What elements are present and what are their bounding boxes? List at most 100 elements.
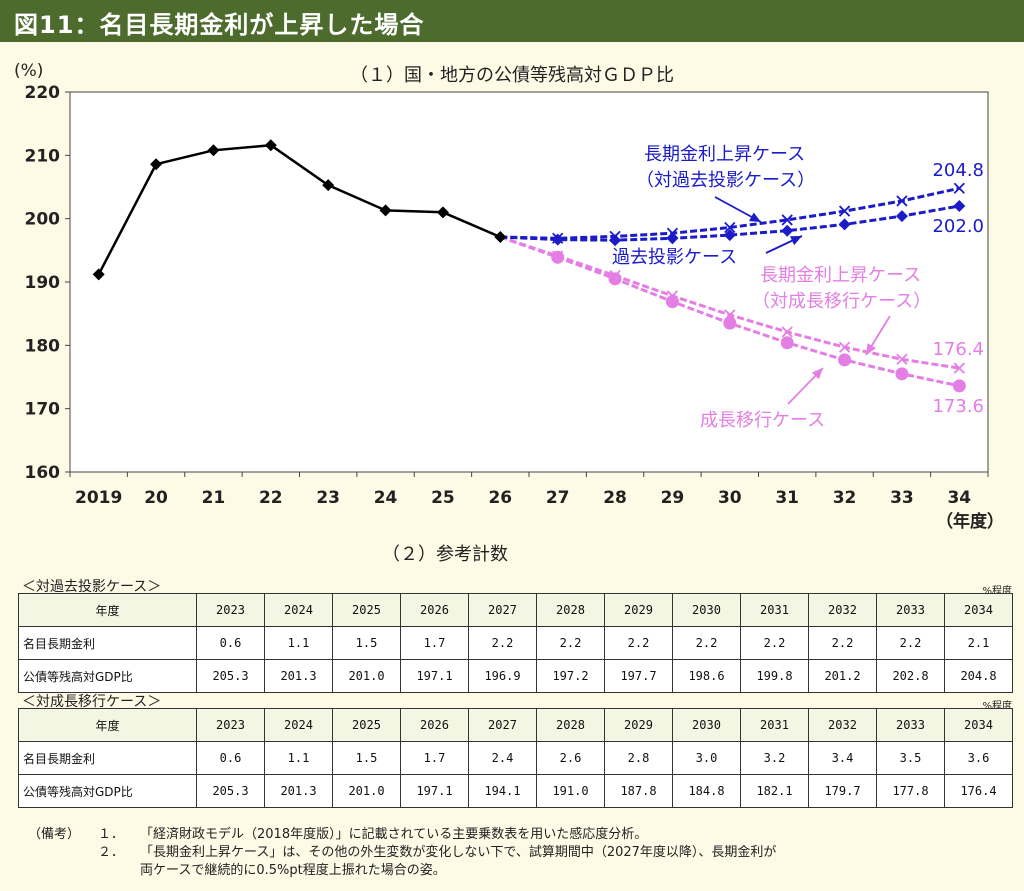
data-point-growth — [895, 367, 909, 381]
y-tick-label: 180 — [25, 336, 61, 356]
x-tick-label: 25 — [431, 488, 455, 508]
data-point-growth — [838, 353, 852, 367]
y-tick-label: 220 — [25, 83, 61, 103]
data-point-past_rise — [838, 205, 851, 217]
table-cell: 194.1 — [468, 774, 537, 808]
table-header-row: 年度 2023 2024 2025 2026 2027 2028 2029 2030 2031 20… — [18, 593, 1013, 627]
note-text: 「経済財政モデル（2018年度版）」に記載されている主要乗数表を用いた感応度分析… — [140, 827, 648, 842]
table-cell: 205.3 — [196, 774, 265, 808]
table-cell: 0.6 — [196, 626, 265, 660]
data-point-growth_rise — [896, 353, 908, 365]
notes: （備考） １． 「経済財政モデル（2018年度版）」に記載されている主要乗数表を… — [28, 826, 776, 880]
x-tick-label: 27 — [546, 488, 570, 508]
data-point-growth — [608, 272, 622, 286]
table-cell: 197.1 — [400, 774, 469, 808]
line-chart: （１）国・地方の公債等残高対ＧＤＰ比 (%) 160 170 180 190 200 210 2… — [14, 61, 1004, 532]
table-cell: 2.1 — [944, 626, 1013, 660]
table-header-cell: 2029 — [604, 708, 673, 742]
table-header-cell: 2024 — [264, 708, 333, 742]
x-tick-label: 21 — [202, 488, 226, 508]
note-text: 「長期金利上昇ケース」は、その他の外生変数が変化しない下で、試算期間中（2027… — [140, 845, 777, 860]
chart-title: （１）国・地方の公債等残高対ＧＤＰ比 — [350, 65, 674, 86]
annotation-arrow-past-rise-head — [749, 212, 761, 222]
note-item: （備考） １． 「経済財政モデル（2018年度版）」に記載されている主要乗数表を… — [28, 826, 776, 844]
table-cell: 2.2 — [672, 626, 741, 660]
data-point-past_rise — [896, 195, 908, 207]
data-point-history — [92, 268, 105, 281]
table-cell: 1.7 — [400, 626, 469, 660]
x-tick-label: 24 — [374, 488, 398, 508]
table-cell: 2.6 — [536, 741, 605, 775]
data-point-past — [723, 229, 736, 242]
table-cell: 187.8 — [604, 774, 673, 808]
table-header-cell: 2031 — [740, 708, 809, 742]
annotation-growth-rise-sub: （対成長移行ケース） — [752, 291, 931, 312]
notes-label: （備考） — [28, 827, 81, 842]
annotation-growth: 成長移行ケース — [700, 410, 825, 431]
annotation-past: 過去投影ケース — [612, 247, 737, 268]
y-axis-unit: (%) — [14, 61, 43, 81]
table-cell: 1.5 — [332, 626, 401, 660]
table-cell: 0.6 — [196, 741, 265, 775]
plot-area — [69, 91, 989, 473]
annotation-arrow-past-head — [790, 236, 802, 246]
table-case-label-past: ＜対過去投影ケース＞ — [22, 579, 162, 595]
annotation-past-rise-sub: （対過去投影ケース） — [636, 170, 815, 191]
table-header-cell: 2030 — [672, 593, 741, 627]
annotation-arrow-growth-head — [811, 368, 823, 380]
table-cell: 2.2 — [876, 626, 945, 660]
table-row-label: 公債等残高対GDP比 — [18, 774, 197, 808]
table-header-cell: 2031 — [740, 593, 809, 627]
table-header-cell: 2028 — [536, 708, 605, 742]
table-header-cell: 2027 — [468, 593, 537, 627]
table-header-cell: 2029 — [604, 593, 673, 627]
end-label-growth: 173.6 — [932, 396, 984, 417]
annotation-past-rise: 長期金利上昇ケース — [644, 144, 805, 165]
data-point-growth — [723, 316, 737, 330]
note-number: ２． — [98, 845, 125, 860]
note-text-continued: 両ケースで継続的に0.5%pt程度上振れた場合の姿。 — [140, 863, 446, 878]
data-point-history — [150, 158, 163, 171]
table-header-year-label: 年度 — [18, 708, 197, 742]
table-cell: 191.0 — [536, 774, 605, 808]
x-tick-label: 26 — [488, 488, 512, 508]
table-cell: 2.2 — [604, 626, 673, 660]
table-header-cell: 2028 — [536, 593, 605, 627]
table-header-cell: 2034 — [944, 708, 1013, 742]
x-tick-label: 2019 — [75, 488, 122, 508]
x-tick-label: 22 — [259, 488, 283, 508]
table-cell: 176.4 — [944, 774, 1013, 808]
data-point-history — [322, 179, 335, 192]
table-cell: 201.3 — [264, 774, 333, 808]
x-tick-label: 34 — [947, 488, 971, 508]
y-tick-label: 170 — [25, 400, 61, 420]
data-point-growth — [780, 336, 794, 350]
end-label-growth-rise: 176.4 — [932, 339, 984, 360]
table-header-cell: 2024 — [264, 593, 333, 627]
data-point-past — [781, 224, 794, 237]
y-tick-label: 160 — [25, 463, 61, 483]
table-cell: 179.7 — [808, 774, 877, 808]
series-line-past — [500, 204, 960, 242]
table-header-cell: 2032 — [808, 593, 877, 627]
table-row: 名目長期金利 0.6 1.1 1.5 1.7 2.4 2.6 2.8 3.0 3.2 3.4 3.5 3… — [18, 741, 1013, 775]
data-point-growth_rise — [838, 341, 851, 353]
figure-title: 図11：名目長期金利が上昇した場合 — [14, 11, 425, 39]
data-point-growth_rise — [781, 326, 793, 338]
table-row-label: 名目長期金利 — [18, 741, 197, 775]
table-header-cell: 2026 — [400, 593, 469, 627]
x-tick-label: 23 — [316, 488, 340, 508]
table-header-cell: 2023 — [196, 593, 265, 627]
table-header-cell: 2034 — [944, 593, 1013, 627]
table-header-year-label: 年度 — [18, 593, 197, 627]
note-number: １． — [98, 827, 125, 842]
table-cell: 3.6 — [944, 741, 1013, 775]
table-cell: 197.2 — [536, 659, 605, 693]
table-cell: 201.0 — [332, 774, 401, 808]
data-point-history — [379, 204, 392, 217]
x-tick-label: 30 — [718, 488, 742, 508]
table-unit-growth: %程度 — [982, 701, 1012, 712]
y-tick-label: 190 — [25, 273, 61, 293]
table-cell: 201.2 — [808, 659, 877, 693]
